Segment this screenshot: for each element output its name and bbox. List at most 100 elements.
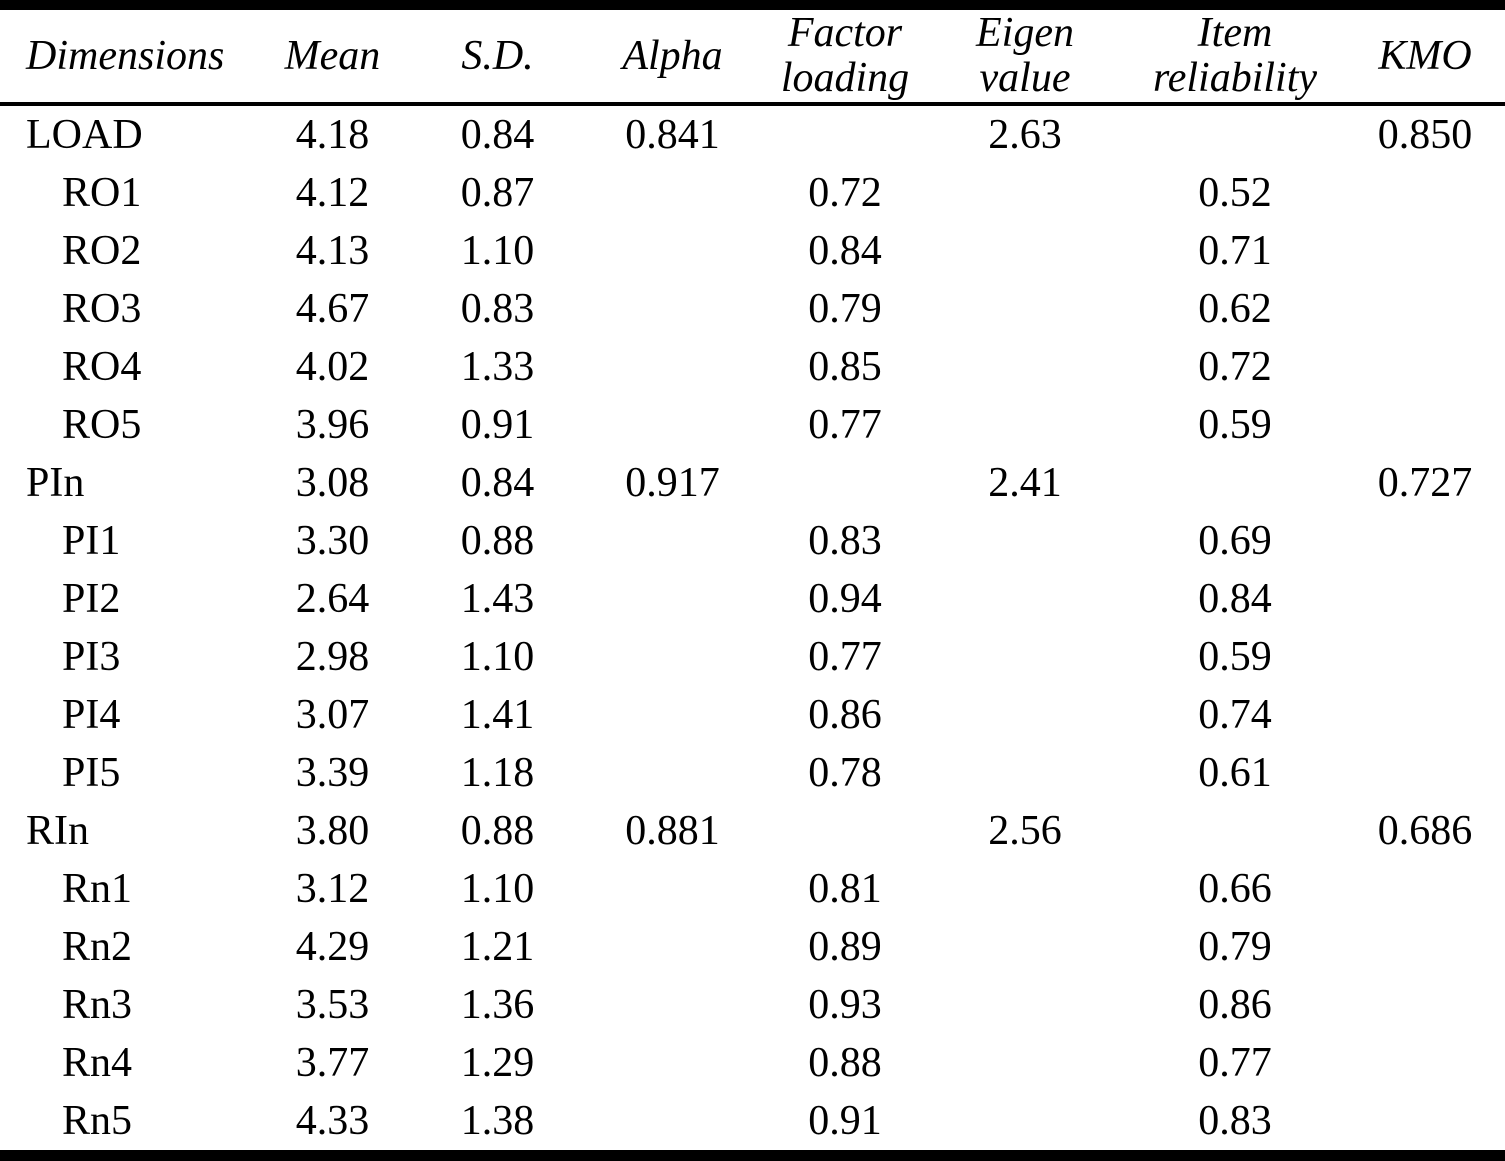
- cell-sd: 0.84: [460, 460, 535, 506]
- cell-sd: 1.10: [460, 228, 535, 274]
- cell-sd: 0.84: [460, 112, 535, 158]
- cell-sd: 1.36: [460, 982, 535, 1028]
- column-header-alpha: Alpha: [580, 5, 765, 106]
- cell-kmo: 0.850: [1377, 112, 1473, 158]
- cell-sd: 1.29: [460, 1040, 535, 1086]
- cell-sd: 0.91: [460, 402, 535, 448]
- cell-item-reliability: 0.61: [1198, 750, 1272, 796]
- column-header-mean: Mean: [250, 5, 415, 106]
- table-row: LOAD 4.18 0.84 0.841 2.63 0.850: [0, 104, 1505, 164]
- cell-alpha: [580, 222, 765, 280]
- cell-dimension: PI3: [62, 634, 121, 680]
- cell-item-reliability: [1125, 454, 1345, 512]
- cell-alpha: [580, 1092, 765, 1156]
- cell-item-reliability: 0.59: [1198, 402, 1272, 448]
- cell-factor-loading: 0.94: [808, 576, 882, 622]
- table-row: RO4 4.02 1.33 0.85 0.72: [0, 338, 1505, 396]
- table-row: RO2 4.13 1.10 0.84 0.71: [0, 222, 1505, 280]
- cell-dimension: RIn: [26, 808, 89, 854]
- cell-kmo: [1345, 512, 1505, 570]
- table-row: PI4 3.07 1.41 0.86 0.74: [0, 686, 1505, 744]
- cell-eigen-value: 2.56: [988, 808, 1062, 854]
- cell-dimension: Rn5: [62, 1098, 133, 1144]
- cell-mean: 3.07: [295, 692, 370, 738]
- cell-sd: 0.88: [460, 518, 535, 564]
- cell-mean: 3.53: [295, 982, 370, 1028]
- cell-eigen-value: [925, 570, 1125, 628]
- cell-mean: 4.67: [295, 286, 370, 332]
- cell-item-reliability: 0.79: [1198, 924, 1272, 970]
- cell-eigen-value: [925, 164, 1125, 222]
- cell-dimension: RO1: [62, 170, 142, 216]
- cell-dimension: RO5: [62, 402, 142, 448]
- cell-mean: 3.08: [295, 460, 370, 506]
- cell-mean: 3.12: [295, 866, 370, 912]
- cell-mean: 4.29: [295, 924, 370, 970]
- cell-mean: 4.02: [295, 344, 370, 390]
- cell-kmo: [1345, 976, 1505, 1034]
- cell-factor-loading: 0.85: [808, 344, 882, 390]
- cell-dimension: PIn: [26, 460, 85, 506]
- cell-alpha: [580, 976, 765, 1034]
- cell-item-reliability: 0.66: [1198, 866, 1272, 912]
- cell-sd: 1.43: [460, 576, 535, 622]
- table-row: Rn4 3.77 1.29 0.88 0.77: [0, 1034, 1505, 1092]
- cell-eigen-value: [925, 280, 1125, 338]
- cell-item-reliability: 0.62: [1198, 286, 1272, 332]
- table-row: RO1 4.12 0.87 0.72 0.52: [0, 164, 1505, 222]
- header-row: Dimensions Mean S.D. Alpha Factor loadin…: [0, 5, 1505, 106]
- cell-factor-loading: 0.93: [808, 982, 882, 1028]
- cell-kmo: [1345, 686, 1505, 744]
- cell-mean: 3.80: [295, 808, 370, 854]
- table-row: PI2 2.64 1.43 0.94 0.84: [0, 570, 1505, 628]
- cell-eigen-value: [925, 512, 1125, 570]
- cell-sd: 1.10: [460, 866, 535, 912]
- cell-dimension: RO2: [62, 228, 142, 274]
- cell-factor-loading: 0.84: [808, 228, 882, 274]
- cell-factor-loading: 0.79: [808, 286, 882, 332]
- cell-eigen-value: [925, 396, 1125, 454]
- column-header-factor-loading: Factor loading: [765, 5, 925, 106]
- cell-factor-loading: 0.91: [808, 1098, 882, 1144]
- cell-kmo: [1345, 280, 1505, 338]
- cell-sd: 1.33: [460, 344, 535, 390]
- cell-item-reliability: 0.69: [1198, 518, 1272, 564]
- cell-kmo: [1345, 918, 1505, 976]
- cell-alpha: [580, 686, 765, 744]
- cell-dimension: RO4: [62, 344, 142, 390]
- table-row: Rn5 4.33 1.38 0.91 0.83: [0, 1092, 1505, 1156]
- cell-item-reliability: 0.77: [1198, 1040, 1272, 1086]
- cell-eigen-value: 2.63: [988, 112, 1062, 158]
- cell-factor-loading: 0.81: [808, 866, 882, 912]
- cell-dimension: PI2: [62, 576, 121, 622]
- cell-factor-loading: 0.72: [808, 170, 882, 216]
- cell-factor-loading: [765, 802, 925, 860]
- cell-alpha: [580, 1034, 765, 1092]
- cell-alpha: [580, 280, 765, 338]
- cell-mean: 3.39: [295, 750, 370, 796]
- cell-mean: 2.64: [295, 576, 370, 622]
- cell-kmo: [1345, 860, 1505, 918]
- cell-item-reliability: 0.71: [1198, 228, 1272, 274]
- cell-factor-loading: 0.77: [808, 402, 882, 448]
- cell-dimension: LOAD: [26, 112, 143, 158]
- cell-item-reliability: 0.84: [1198, 576, 1272, 622]
- cell-factor-loading: 0.78: [808, 750, 882, 796]
- table-row: PI1 3.30 0.88 0.83 0.69: [0, 512, 1505, 570]
- cell-factor-loading: [765, 454, 925, 512]
- cell-factor-loading: [765, 104, 925, 164]
- cell-mean: 4.12: [295, 170, 370, 216]
- column-header-dimensions: Dimensions: [0, 5, 250, 106]
- table-header: Dimensions Mean S.D. Alpha Factor loadin…: [0, 5, 1505, 106]
- column-header-eigen-value: Eigen value: [925, 5, 1125, 106]
- cell-mean: 3.96: [295, 402, 370, 448]
- cell-eigen-value: 2.41: [988, 460, 1062, 506]
- cell-alpha: [580, 164, 765, 222]
- cell-factor-loading: 0.89: [808, 924, 882, 970]
- cell-alpha: [580, 628, 765, 686]
- cell-kmo: [1345, 628, 1505, 686]
- cell-item-reliability: 0.83: [1198, 1098, 1272, 1144]
- cell-kmo: [1345, 164, 1505, 222]
- cell-eigen-value: [925, 338, 1125, 396]
- cell-item-reliability: [1125, 802, 1345, 860]
